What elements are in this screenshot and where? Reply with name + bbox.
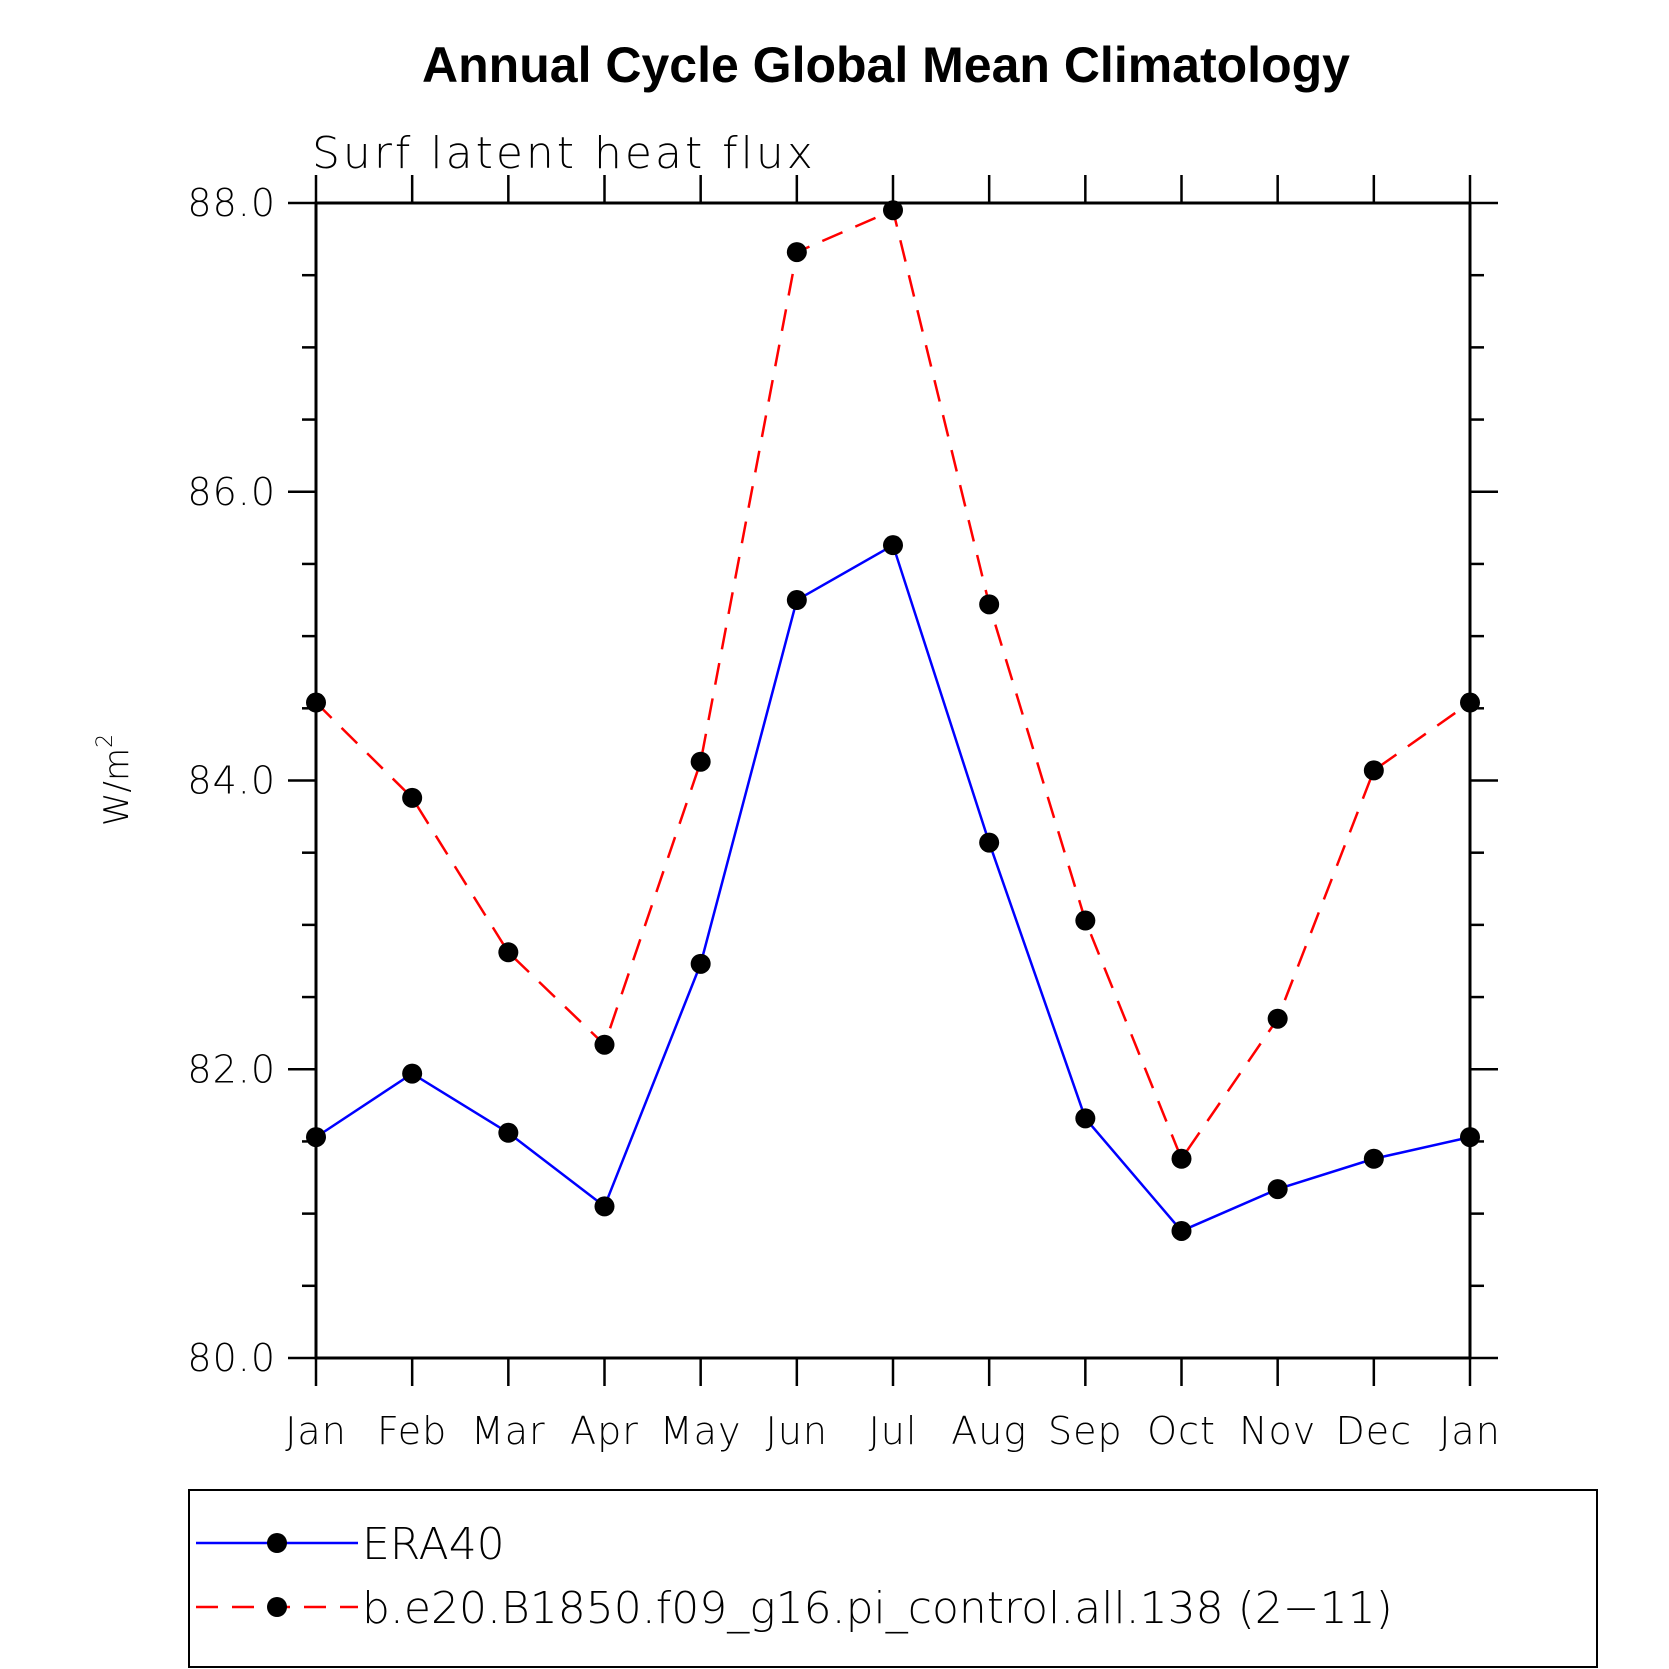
- y-axis-label-exponent: 2: [93, 734, 118, 748]
- series-1-point: [594, 1034, 615, 1055]
- series-lines: [315, 208, 1471, 1233]
- legend-items: ERA40 b.e20.B1850.f09_g16.pi_control.all.…: [196, 1519, 1393, 1634]
- series-0-point: [883, 535, 903, 556]
- axis-ticks: [288, 175, 1498, 1386]
- legend-label-1: b.e20.B1850.f09_g16.pi_control.all.138 (…: [362, 1583, 1393, 1634]
- series-0-point: [979, 832, 1000, 853]
- y-tick-label: 86.0: [187, 470, 276, 514]
- legend-label-0: ERA40: [362, 1519, 505, 1570]
- legend-marker-1: [267, 1597, 287, 1617]
- series-1-point: [402, 787, 423, 808]
- series-1-point: [690, 751, 711, 772]
- x-tick-label: Nov: [1239, 1409, 1316, 1453]
- legend-marker-0: [267, 1533, 287, 1553]
- series-1-point: [498, 942, 519, 963]
- series-1-point: [883, 200, 903, 221]
- legend-box: [188, 1489, 1598, 1668]
- series-1-point: [1075, 910, 1096, 931]
- chart-subtitle: Surf latent heat flux: [312, 128, 816, 179]
- series-0-point: [594, 1196, 615, 1217]
- x-tick-label: Mar: [471, 1409, 546, 1453]
- series-0-point: [1075, 1108, 1096, 1129]
- x-tick-label: Jan: [1439, 1409, 1501, 1453]
- series-0-point: [1267, 1179, 1288, 1200]
- series-0-point: [498, 1122, 519, 1143]
- y-tick-label: 80.0: [187, 1336, 276, 1380]
- x-tick-label: May: [660, 1409, 742, 1453]
- x-tick-labels: Jan Feb Mar Apr May Jun Jul Aug Sep Oct Nov Dec Jan: [285, 1409, 1501, 1453]
- legend: ERA40 b.e20.B1850.f09_g16.pi_control.all.…: [188, 1489, 1598, 1668]
- x-tick-label: Jul: [869, 1409, 918, 1453]
- y-axis-label-base: W/m: [97, 748, 137, 826]
- y-axis-label: W/m2: [93, 734, 137, 826]
- series-line-1: [315, 208, 1471, 1162]
- y-tick-label: 84.0: [187, 759, 276, 803]
- x-tick-label: Feb: [377, 1409, 447, 1453]
- y-tick-label: 82.0: [187, 1047, 276, 1091]
- y-tick-label: 88.0: [187, 181, 276, 225]
- series-1-point: [786, 242, 807, 263]
- x-tick-label: Dec: [1336, 1409, 1413, 1453]
- x-tick-label: Oct: [1147, 1409, 1216, 1453]
- series-1-point: [1363, 760, 1384, 781]
- series-0-point: [690, 953, 711, 974]
- x-tick-label: Apr: [570, 1409, 639, 1453]
- x-tick-label: Jan: [285, 1409, 347, 1453]
- series-markers: [306, 200, 1480, 1241]
- series-1-point: [1171, 1148, 1192, 1169]
- series-0-point: [1171, 1220, 1192, 1241]
- plot-frame: [314, 201, 1472, 1360]
- x-tick-label: Sep: [1048, 1409, 1123, 1453]
- y-axis-label-group: W/m2: [93, 734, 137, 826]
- y-tick-labels: 80.0 82.0 84.0 86.0 88.0: [187, 181, 276, 1380]
- series-0-point: [1363, 1148, 1384, 1169]
- series-0-point: [786, 590, 807, 611]
- x-tick-label: Jun: [766, 1409, 828, 1453]
- chart-title: Annual Cycle Global Mean Climatology: [422, 37, 1350, 93]
- series-1-point: [979, 594, 1000, 615]
- series-line-0: [315, 543, 1471, 1233]
- series-1-point: [1267, 1008, 1288, 1029]
- series-0-point: [402, 1063, 423, 1084]
- x-tick-label: Aug: [951, 1409, 1027, 1453]
